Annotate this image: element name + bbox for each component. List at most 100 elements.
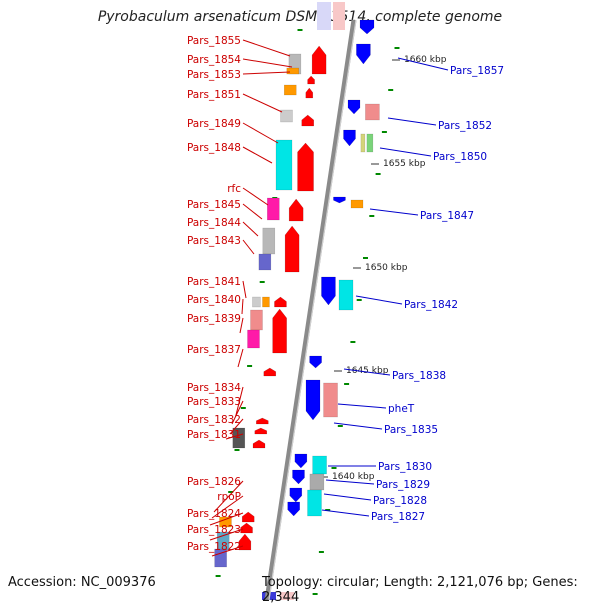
gene-label-left: Pars_1845 xyxy=(187,199,241,211)
gene-label-left: rpoP xyxy=(217,491,241,503)
scale-label: 1660 kbp xyxy=(404,55,447,65)
label-leader-right xyxy=(369,208,419,216)
gene-feature-box-left xyxy=(258,253,272,271)
gene-arrow-left xyxy=(288,198,304,222)
label-leader-left xyxy=(242,187,269,206)
gene-label-left: Pars_1839 xyxy=(187,313,241,325)
gene-feature-box-left xyxy=(232,427,246,449)
accession-text: Accession: NC_009376 xyxy=(8,575,156,590)
gene-label-left: Pars_1831 xyxy=(187,429,241,441)
gene-label-right: Pars_1828 xyxy=(373,495,427,507)
label-leader-left xyxy=(213,480,244,513)
top-gene-box xyxy=(317,2,331,30)
gene-feature-box-right xyxy=(338,279,354,311)
label-leader-left xyxy=(229,418,244,435)
gene-feature-box-left xyxy=(214,548,227,568)
gene-label-left: Pars_1834 xyxy=(187,382,241,394)
gene-feature-box-right xyxy=(312,455,327,475)
gene-label-right: Pars_1827 xyxy=(371,511,425,523)
gene-label-left: Pars_1841 xyxy=(187,276,241,288)
label-leader-left xyxy=(211,545,244,557)
gene-label-left: Pars_1840 xyxy=(187,294,241,306)
gene-feature-box-right xyxy=(365,103,380,121)
gene-arrow-right xyxy=(347,99,361,115)
gene-arrow-right xyxy=(356,43,371,65)
gene-arrow-right xyxy=(321,276,336,306)
gene-label-right: Pars_1852 xyxy=(438,120,492,132)
gene-arrow-left xyxy=(254,427,268,435)
gene-arrow-left xyxy=(252,439,266,449)
gene-label-left: Pars_1823 xyxy=(187,524,241,536)
gene-feature-box-left xyxy=(250,309,263,331)
gene-label-left: Pars_1824 xyxy=(187,508,241,520)
label-leader-left xyxy=(209,512,244,526)
gene-feature-box-left xyxy=(267,197,280,221)
gene-feature-box-left xyxy=(275,139,293,191)
label-leader-left xyxy=(235,386,244,416)
gene-label-right: Pars_1838 xyxy=(392,370,446,382)
gene-arrow-right xyxy=(292,469,305,485)
gene-feature-box-right xyxy=(366,133,374,153)
gene-feature-box-left xyxy=(262,227,276,255)
gene-label-left: Pars_1822 xyxy=(187,541,241,553)
gene-arrow-left xyxy=(307,75,315,85)
gene-feature-box-left xyxy=(284,84,297,96)
gene-label-right: Pars_1847 xyxy=(420,210,474,222)
gene-arrow-right xyxy=(287,501,300,517)
gene-arrow-right xyxy=(294,453,308,469)
label-leader-left xyxy=(237,348,244,368)
gene-label-right: pheT xyxy=(388,403,415,415)
label-leader-left xyxy=(241,298,244,315)
label-leader-left xyxy=(209,528,244,541)
gene-feature-box-left xyxy=(262,296,270,308)
label-leader-left xyxy=(242,239,255,255)
label-leader-right xyxy=(343,368,391,376)
label-leader-left xyxy=(225,433,244,440)
bottom-gene-box xyxy=(280,592,294,600)
gene-label-left: Pars_1843 xyxy=(187,235,241,247)
gene-feature-box-right xyxy=(350,199,364,209)
gene-feature-box-left xyxy=(247,329,260,349)
gene-arrow-left xyxy=(297,142,314,192)
scale-label: 1640 kbp xyxy=(332,472,375,482)
gene-arrow-left xyxy=(272,308,287,354)
label-leader-left xyxy=(242,122,279,144)
gene-arrow-right xyxy=(359,19,375,35)
label-leader-right xyxy=(321,509,370,517)
gene-feature-box-left xyxy=(252,296,261,308)
label-leader-right xyxy=(397,57,449,71)
scale-label: 1655 kbp xyxy=(383,159,426,169)
label-leader-left xyxy=(242,93,283,113)
label-leader-left xyxy=(239,317,244,334)
label-leader-left xyxy=(242,146,273,164)
label-leader-left xyxy=(242,221,259,237)
gene-arrow-left xyxy=(240,522,253,534)
gene-arrow-left xyxy=(241,511,255,523)
genome-backbone-highlight xyxy=(268,19,357,600)
gene-arrow-right xyxy=(309,355,322,369)
label-leader-right xyxy=(337,403,387,409)
gene-label-left: Pars_1849 xyxy=(187,118,241,130)
label-leader-left xyxy=(242,58,293,68)
gene-arrow-right xyxy=(305,379,321,421)
gene-feature-box-left xyxy=(280,109,293,123)
gene-label-left: Pars_1837 xyxy=(187,344,241,356)
label-leader-right xyxy=(379,147,432,157)
gene-arrow-right xyxy=(343,129,356,147)
gene-label-left: Pars_1854 xyxy=(187,54,241,66)
scale-label: 1650 kbp xyxy=(365,263,408,273)
label-leader-left xyxy=(242,71,291,75)
gene-arrow-left xyxy=(274,296,287,308)
gene-label-right: Pars_1857 xyxy=(450,65,504,77)
gene-arrow-right xyxy=(289,487,303,503)
label-leader-right xyxy=(387,117,437,126)
label-leader-left xyxy=(242,280,247,299)
gene-feature-box-right xyxy=(309,473,325,491)
gene-label-left: Pars_1848 xyxy=(187,142,241,154)
label-leader-left xyxy=(231,400,244,425)
gene-label-right: Pars_1842 xyxy=(404,299,458,311)
gene-label-left: Pars_1851 xyxy=(187,89,241,101)
gene-label-left: rfc xyxy=(227,183,241,195)
gene-arrow-left xyxy=(256,417,269,425)
label-leader-left xyxy=(242,39,291,57)
